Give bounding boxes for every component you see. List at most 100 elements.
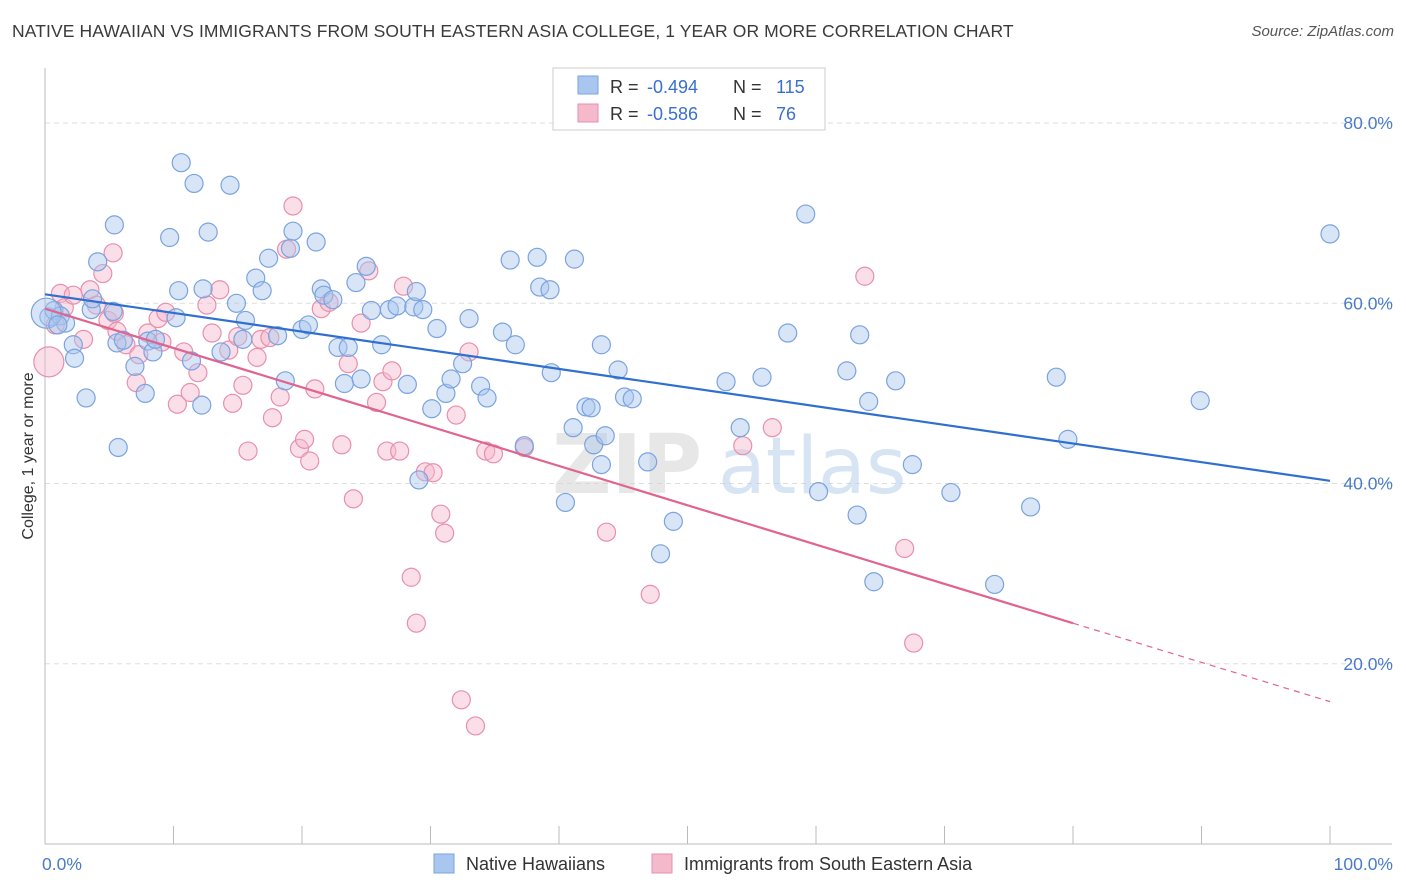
point-native-hawaiians-107: [1020, 497, 1041, 517]
trend-line-immigrants: [44, 307, 1074, 625]
point-native-hawaiians-34: [252, 281, 272, 301]
point-immigrants-36: [270, 387, 290, 407]
point-native-hawaiians-70: [500, 250, 520, 270]
watermark-zip: ZIP: [552, 418, 702, 513]
stats-legend-r-label-2: R =: [610, 104, 639, 124]
point-native-hawaiians-59: [409, 470, 429, 490]
point-native-hawaiians-15: [135, 383, 155, 404]
y-axis-label: College, 1 year or more: [20, 372, 37, 539]
point-immigrants-22: [180, 382, 200, 403]
stats-legend-n-value-1: 115: [776, 77, 805, 97]
point-native-hawaiians-39: [283, 221, 303, 241]
point-immigrants-25: [202, 323, 222, 343]
stats-legend-n-label-1: N =: [733, 77, 762, 97]
point-immigrants-39: [289, 438, 310, 458]
point-immigrants-4: [63, 285, 83, 305]
point-native-hawaiians-45: [323, 290, 343, 310]
point-native-hawaiians-106: [985, 574, 1005, 595]
point-native-hawaiians-37: [275, 371, 295, 391]
stats-legend-swatch-blue: [577, 75, 599, 95]
point-native-hawaiians-11: [104, 215, 124, 235]
point-native-hawaiians-23: [181, 351, 202, 371]
point-immigrants-60: [431, 504, 451, 524]
y-tick-label-2: 60.0%: [1343, 293, 1393, 313]
point-native-hawaiians-87: [614, 387, 635, 407]
point-native-hawaiians-81: [581, 398, 601, 418]
point-native-hawaiians-102: [864, 572, 884, 592]
point-native-hawaiians-66: [459, 309, 479, 329]
point-native-hawaiians-97: [808, 482, 829, 502]
point-native-hawaiians-72: [514, 436, 534, 456]
point-native-hawaiians-17: [143, 342, 163, 362]
point-native-hawaiians-113: [48, 315, 68, 335]
point-native-hawaiians-8: [82, 289, 103, 309]
series-legend: Native Hawaiians Immigrants from South E…: [433, 853, 973, 874]
point-native-hawaiians-51: [356, 256, 376, 276]
point-native-hawaiians-69: [492, 322, 513, 342]
point-native-hawaiians-109: [1058, 429, 1078, 449]
point-immigrants-46: [338, 354, 358, 374]
point-native-hawaiians-6: [76, 388, 96, 408]
watermark-atlas: atlas: [718, 422, 907, 512]
point-native-hawaiians-27: [198, 222, 218, 242]
point-immigrants-56: [401, 567, 421, 587]
point-native-hawaiians-89: [638, 452, 658, 472]
point-native-hawaiians-61: [422, 399, 442, 419]
point-immigrants-20: [167, 394, 187, 414]
trend-line-immigrants-extension: [1072, 622, 1331, 703]
point-immigrants-28: [223, 393, 243, 413]
point-immigrants-55: [393, 276, 414, 296]
point-native-hawaiians-85: [595, 426, 615, 446]
point-native-hawaiians-114: [113, 330, 133, 350]
point-immigrants-70: [640, 584, 660, 604]
stats-legend-r-value-2: -0.586: [647, 104, 698, 124]
point-native-hawaiians-26: [193, 279, 213, 299]
point-native-hawaiians-110: [1190, 391, 1210, 411]
point-native-hawaiians-100: [847, 505, 867, 525]
point-immigrants-71: [733, 436, 753, 456]
point-native-hawaiians-75: [540, 280, 560, 300]
point-immigrants-61: [435, 523, 455, 543]
point-native-hawaiians-33: [246, 268, 266, 288]
point-native-hawaiians-50: [351, 369, 371, 389]
point-native-hawaiians-36: [267, 326, 288, 346]
point-immigrants-54: [390, 441, 410, 461]
point-native-hawaiians-108: [1046, 367, 1066, 387]
stats-legend-r-value-1: -0.494: [647, 77, 698, 97]
point-native-hawaiians-46: [328, 337, 348, 358]
point-immigrants-27: [219, 340, 239, 360]
point-native-hawaiians-83: [591, 335, 612, 355]
point-native-hawaiians-65: [453, 354, 473, 374]
legend-label-native-hawaiians: Native Hawaiians: [466, 854, 605, 874]
point-immigrants-48: [351, 313, 371, 333]
point-immigrants-72: [762, 418, 782, 438]
point-native-hawaiians-84: [591, 455, 612, 475]
legend-swatch-immigrants: [651, 853, 673, 874]
stats-legend: R = -0.494 N = 115 R = -0.586 N = 76: [552, 67, 826, 131]
point-native-hawaiians-41: [298, 315, 319, 335]
point-immigrants-45: [332, 435, 352, 455]
stats-legend-swatch-pink: [577, 103, 599, 123]
x-tick-label-1: 100.0%: [1334, 854, 1393, 874]
point-immigrants-50: [366, 392, 387, 413]
point-native-hawaiians-13: [108, 437, 128, 458]
point-immigrants-34: [260, 327, 280, 348]
point-native-hawaiians-105: [941, 482, 961, 503]
point-native-hawaiians-86: [608, 360, 628, 380]
point-native-hawaiians-32: [235, 310, 256, 331]
point-native-hawaiians-58: [406, 281, 426, 302]
point-native-hawaiians-77: [555, 492, 576, 513]
x-tick-labels: 0.0% 100.0%: [42, 854, 1393, 874]
point-native-hawaiians-10: [103, 301, 123, 322]
point-native-hawaiians-38: [280, 238, 301, 258]
point-immigrants-32: [247, 347, 267, 367]
watermark: ZIP atlas: [552, 418, 907, 513]
point-immigrants-66: [476, 441, 496, 461]
point-immigrants-12: [103, 243, 123, 263]
point-native-hawaiians-9: [88, 252, 108, 272]
point-native-hawaiians-88: [622, 389, 642, 409]
point-immigrants-0: [33, 346, 65, 378]
point-native-hawaiians-91: [663, 511, 683, 531]
point-native-hawaiians-94: [752, 367, 772, 387]
